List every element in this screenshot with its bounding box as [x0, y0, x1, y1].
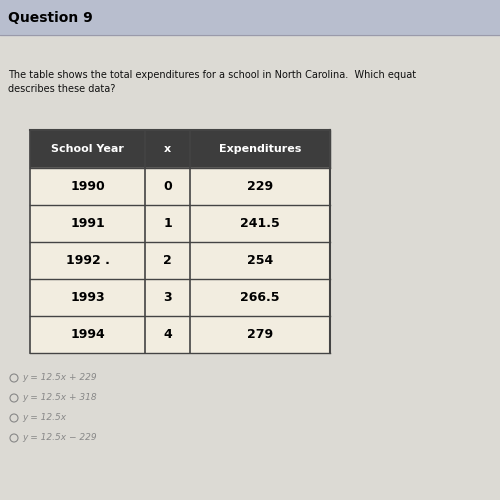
Text: 254: 254 [247, 254, 273, 267]
Text: Expenditures: Expenditures [219, 144, 301, 154]
Text: 1990: 1990 [70, 180, 105, 193]
Bar [30, 242, 330, 279]
Text: y = 12.5x: y = 12.5x [22, 414, 66, 422]
Text: School Year: School Year [51, 144, 124, 154]
Text: 1992 .: 1992 . [66, 254, 110, 267]
Text: 229: 229 [247, 180, 273, 193]
Text: 241.5: 241.5 [240, 217, 280, 230]
Bar [30, 279, 330, 316]
Bar [30, 168, 330, 205]
Text: 2: 2 [163, 254, 172, 267]
Text: 4: 4 [163, 328, 172, 341]
Circle shape [10, 434, 18, 442]
Text: y = 12.5x + 318: y = 12.5x + 318 [22, 394, 97, 402]
Text: The table shows the total expenditures for a school in North Carolina.  Which eq: The table shows the total expenditures f… [8, 70, 416, 80]
Text: 3: 3 [163, 291, 172, 304]
Circle shape [10, 374, 18, 382]
Text: describes these data?: describes these data? [8, 84, 116, 94]
Text: 0: 0 [163, 180, 172, 193]
Text: x: x [164, 144, 171, 154]
Circle shape [10, 394, 18, 402]
Bar [30, 130, 330, 168]
Text: 1: 1 [163, 217, 172, 230]
Text: Question 9: Question 9 [8, 10, 93, 24]
Text: 1991: 1991 [70, 217, 105, 230]
Circle shape [10, 414, 18, 422]
Bar [0, 0, 500, 35]
Bar [30, 316, 330, 353]
Text: 279: 279 [247, 328, 273, 341]
Text: 1993: 1993 [70, 291, 105, 304]
Text: 266.5: 266.5 [240, 291, 280, 304]
Bar [30, 205, 330, 242]
Text: y = 12.5x + 229: y = 12.5x + 229 [22, 374, 97, 382]
Text: y = 12.5x − 229: y = 12.5x − 229 [22, 434, 97, 442]
Text: 1994: 1994 [70, 328, 105, 341]
